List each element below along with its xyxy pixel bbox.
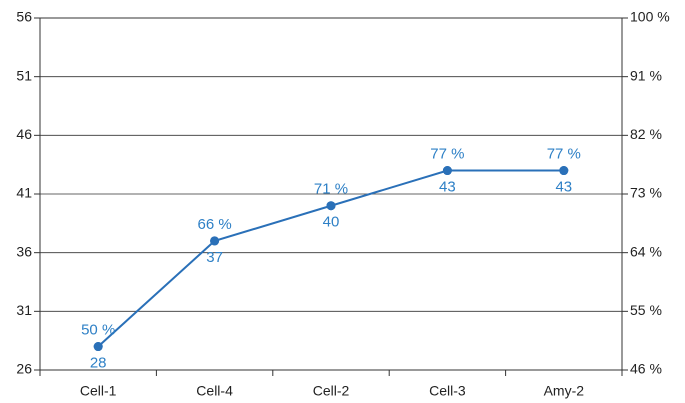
- point: [442, 166, 452, 176]
- data-label: 77 %: [430, 146, 464, 163]
- y2-tick-label: 55 %: [630, 302, 662, 318]
- y2-tick-label: 82 %: [630, 126, 662, 142]
- data-label: 71 %: [314, 181, 348, 198]
- y2-tick-label: 64 %: [630, 243, 662, 259]
- data-label: 66 %: [197, 216, 231, 233]
- y-tick-label: 51: [16, 67, 32, 83]
- x-tick-label: Cell-3: [429, 383, 466, 399]
- y2-tick-label: 100 %: [630, 9, 670, 25]
- data-label: 43: [439, 179, 456, 196]
- data-label: 37: [206, 249, 223, 266]
- y-tick-label: 31: [16, 302, 32, 318]
- x-tick-label: Amy-2: [544, 383, 585, 399]
- y-tick-label: 46: [16, 126, 32, 142]
- y-tick-label: 56: [16, 9, 32, 25]
- point: [210, 236, 220, 246]
- x-tick-label: Cell-1: [80, 383, 117, 399]
- data-label: 28: [90, 355, 107, 372]
- y2-tick-label: 91 %: [630, 67, 662, 83]
- x-tick-label: Cell-2: [313, 383, 350, 399]
- data-label: 40: [323, 214, 340, 231]
- point: [326, 201, 336, 211]
- x-tick-label: Cell-4: [196, 383, 233, 399]
- y2-tick-label: 46 %: [630, 361, 662, 377]
- data-label: 50 %: [81, 322, 115, 339]
- point: [93, 342, 103, 352]
- y-tick-label: 41: [16, 185, 32, 201]
- data-label: 43: [555, 179, 572, 196]
- y2-tick-label: 73 %: [630, 185, 662, 201]
- point: [559, 166, 569, 176]
- y-tick-label: 26: [16, 361, 32, 377]
- data-label: 77 %: [547, 146, 581, 163]
- plot-frame: [39, 17, 623, 371]
- y-tick-label: 36: [16, 243, 32, 259]
